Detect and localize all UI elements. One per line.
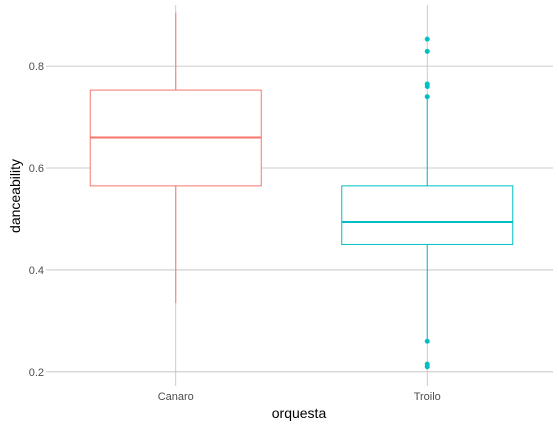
y-tick-label: 0.2: [29, 367, 44, 379]
y-axis-tick-labels: 0.2 0.4 0.6 0.8: [29, 61, 44, 379]
outlier-point: [424, 36, 430, 42]
outlier-point: [424, 338, 430, 344]
outlier-point: [424, 364, 430, 370]
y-tick-label: 0.6: [29, 163, 44, 175]
box-layer: [89, 12, 514, 370]
box-troilo: [341, 36, 514, 370]
outlier-point: [424, 48, 430, 54]
box-canaro: [89, 12, 262, 304]
y-tick-label: 0.4: [29, 265, 44, 277]
y-tick-label: 0.8: [29, 61, 44, 73]
x-axis-tick-labels: Canaro Troilo: [158, 391, 441, 403]
box-iqr: [341, 185, 514, 245]
outlier-point: [424, 94, 430, 100]
outlier-point: [424, 84, 430, 90]
x-tick-label: Troilo: [414, 391, 441, 403]
y-axis-title: danceability: [7, 159, 23, 233]
x-tick-label: Canaro: [158, 391, 194, 403]
x-axis-title: orquesta: [272, 405, 327, 421]
